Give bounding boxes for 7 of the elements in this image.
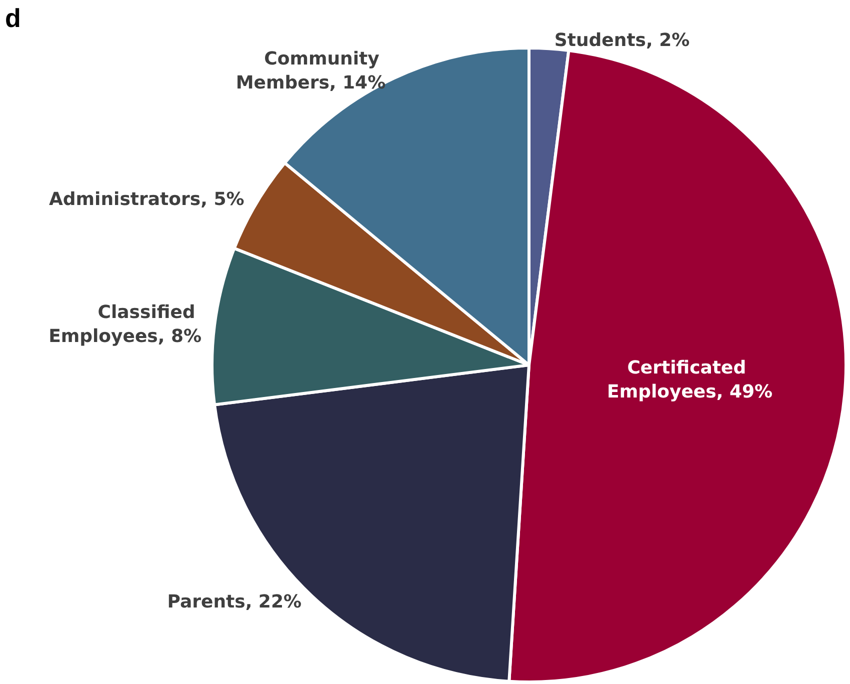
slice-label: Community Members, 14% [236,48,386,94]
slice-label: Students, 2% [554,30,690,52]
chart-title: d [5,3,21,33]
slice-label: Classified Employees, 8% [48,302,202,347]
slice-label: Parents, 22% [167,591,302,612]
slice-label: Administrators, 5% [48,189,244,210]
slice-label: Certificated Employees, 49% [607,358,773,403]
